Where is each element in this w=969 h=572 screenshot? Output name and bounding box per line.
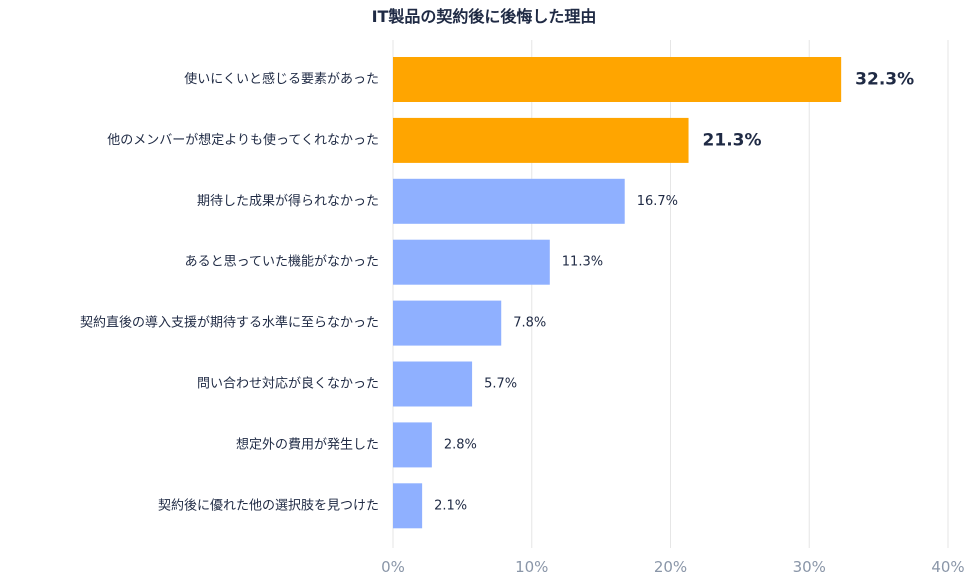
value-label: 11.3% [562,255,603,270]
value-label: 2.8% [444,437,477,452]
grid-lines [392,40,949,548]
category-label: あると思っていた機能がなかった [185,255,379,270]
x-tick-label: 30% [793,558,826,572]
value-label: 7.8% [513,316,546,331]
value-label: 5.7% [484,377,517,392]
chart-title: IT製品の契約後に後悔した理由 [372,7,597,26]
bar [393,361,473,407]
category-label: 期待した成果が得られなかった [197,193,379,209]
x-tick-label: 20% [654,558,687,572]
category-label: 契約直後の導入支援が期待する水準に至らなかった [80,315,379,331]
category-label: 契約後に優れた他の選択肢を見つけた [158,497,379,513]
bars [393,57,842,529]
category-label: 使いにくいと感じる要素があった [184,71,379,87]
bar [393,300,502,346]
category-label: 他のメンバーが想定よりも使ってくれなかった [107,132,379,148]
bar-highlighted [393,117,689,163]
bar [393,483,423,529]
bar [393,178,625,224]
labels: 0% 10% 20% 30% 40% 使いにくいと感じる要素があった 32.3% 他のメンバー… [80,70,965,572]
x-tick-label: 0% [381,558,405,572]
bar [393,422,432,468]
bar [393,239,550,285]
category-label: 問い合わせ対応が良くなかった [197,376,379,392]
value-label: 16.7% [637,194,678,209]
x-tick-label: 40% [931,558,964,572]
category-label: 想定外の費用が発生した [236,436,379,452]
value-label: 32.3% [855,70,914,90]
value-label: 2.1% [434,498,467,513]
x-tick-label: 10% [515,558,548,572]
value-label: 21.3% [703,130,762,150]
bar-highlighted [393,57,842,102]
